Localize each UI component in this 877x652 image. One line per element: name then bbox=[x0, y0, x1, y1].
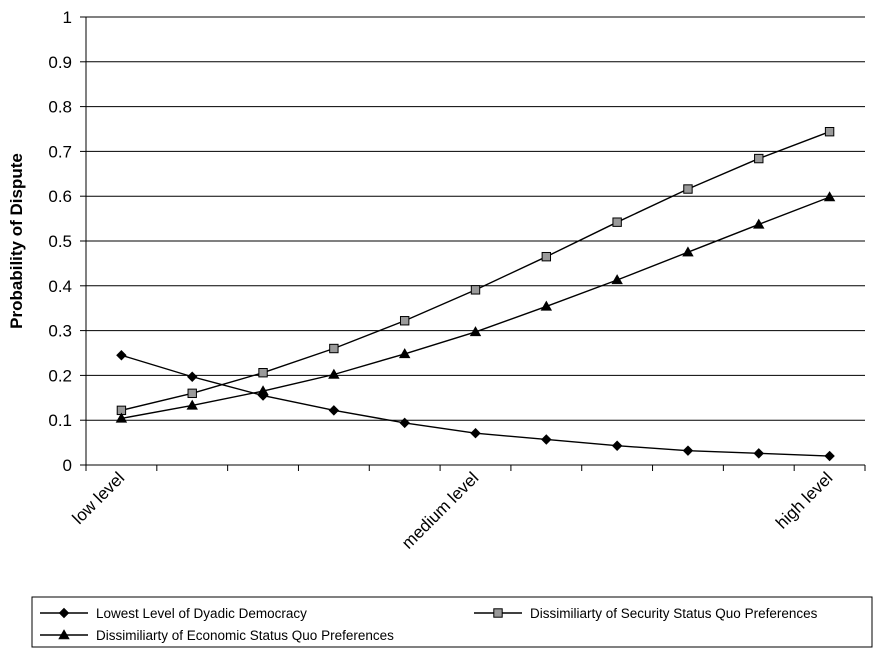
legend-box bbox=[31, 596, 873, 648]
data-point-triangle bbox=[682, 246, 694, 257]
y-tick-label: 0.8 bbox=[48, 98, 72, 117]
data-point-diamond bbox=[541, 434, 552, 445]
data-point-diamond bbox=[611, 440, 623, 451]
y-tick-label: 0.2 bbox=[48, 366, 72, 385]
y-tick-label: 0.3 bbox=[48, 322, 72, 341]
x-ticks: low level medium level high level bbox=[69, 465, 866, 553]
y-tick-label: 0.6 bbox=[48, 187, 72, 206]
y-tick-label: 0.1 bbox=[48, 411, 72, 430]
data-point-triangle bbox=[257, 385, 269, 396]
legend-entry: Dissimiliarty of Security Status Quo Pre… bbox=[474, 606, 818, 621]
y-tick-label: 0 bbox=[63, 456, 72, 475]
legend-label: Lowest Level of Dyadic Democracy bbox=[96, 606, 307, 621]
data-point-square bbox=[683, 184, 693, 194]
legend: Lowest Level of Dyadic Democracy Dissimil… bbox=[31, 596, 873, 648]
y-tick-label: 0.4 bbox=[48, 277, 72, 296]
series-square bbox=[116, 126, 835, 416]
y-tick-label: 0.9 bbox=[48, 53, 72, 72]
gridlines bbox=[86, 16, 865, 421]
data-point-square bbox=[612, 217, 622, 227]
data-point-triangle bbox=[328, 368, 340, 379]
series-line bbox=[121, 196, 830, 420]
data-point-square bbox=[824, 126, 835, 137]
y-tick-label: 0.5 bbox=[48, 232, 72, 251]
data-point-square bbox=[541, 251, 552, 262]
data-point-triangle bbox=[469, 326, 482, 337]
legend-marker-diamond bbox=[58, 607, 70, 619]
x-tick-label: high level bbox=[772, 468, 836, 532]
legend-marker-triangle bbox=[58, 629, 70, 640]
data-point-diamond bbox=[399, 417, 410, 429]
plot-area: 0 0.1 0.2 0.3 0.4 0.5 0.6 0.7 0.8 0.9 1 low level m… bbox=[48, 8, 866, 553]
data-point-triangle bbox=[753, 218, 765, 229]
data-point-triangle bbox=[611, 274, 623, 285]
y-ticks: 0 0.1 0.2 0.3 0.4 0.5 0.6 0.7 0.8 0.9 1 bbox=[48, 8, 86, 475]
x-tick-label: low level bbox=[69, 468, 129, 528]
data-point-diamond bbox=[753, 448, 764, 459]
data-point-diamond bbox=[116, 350, 127, 361]
data-point-square bbox=[187, 388, 197, 399]
data-point-diamond bbox=[470, 427, 481, 439]
data-point-diamond bbox=[328, 405, 340, 416]
data-point-triangle bbox=[115, 412, 128, 423]
series-triangle bbox=[115, 191, 836, 423]
data-point-diamond bbox=[682, 445, 694, 456]
data-point-square bbox=[754, 153, 764, 164]
data-point-triangle bbox=[823, 191, 836, 202]
data-point-square bbox=[258, 368, 268, 378]
data-point-square bbox=[470, 285, 481, 295]
legend-label: Dissimiliarty of Security Status Quo Pre… bbox=[530, 606, 818, 621]
data-point-diamond bbox=[187, 371, 198, 382]
x-tick-label: medium level bbox=[398, 468, 482, 552]
data-point-square bbox=[399, 316, 410, 326]
y-axis-title: Probability of Dispute bbox=[7, 153, 26, 329]
series-line bbox=[121, 354, 830, 457]
legend-entry: Dissimiliarty of Economic Status Quo Pre… bbox=[40, 628, 394, 643]
legend-marker-square bbox=[493, 608, 503, 618]
data-point-triangle bbox=[186, 399, 198, 410]
y-tick-label: 0.7 bbox=[48, 142, 72, 161]
data-point-triangle bbox=[540, 300, 553, 311]
data-point-triangle bbox=[398, 348, 411, 359]
series-line bbox=[121, 131, 830, 412]
series-layer bbox=[115, 126, 836, 462]
y-tick-label: 1 bbox=[63, 8, 72, 27]
legend-label: Dissimiliarty of Economic Status Quo Pre… bbox=[96, 628, 394, 643]
series-diamond bbox=[116, 350, 835, 462]
legend-entry: Lowest Level of Dyadic Democracy bbox=[40, 606, 307, 621]
data-point-diamond bbox=[824, 450, 835, 462]
legend-items: Lowest Level of Dyadic Democracy Dissimil… bbox=[40, 606, 818, 643]
data-point-square bbox=[329, 343, 339, 354]
